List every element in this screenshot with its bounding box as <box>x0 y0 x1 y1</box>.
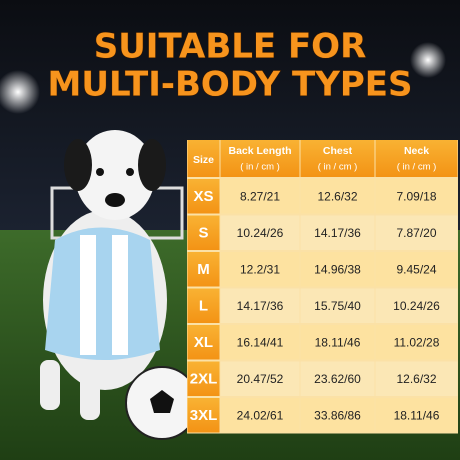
table-cell <box>220 288 300 323</box>
size-table: Size Back Length ( in / cm ) Chest ( in / cm… <box>187 140 458 434</box>
cell-value: 9.45/24 <box>396 262 436 276</box>
floodlight <box>410 42 446 78</box>
size-label: S <box>198 225 208 242</box>
header-label: Chest <box>323 145 353 157</box>
table-cell <box>300 361 375 396</box>
cell-value: 14.17/36 <box>237 299 284 313</box>
cell-value: 18.11/46 <box>394 408 440 422</box>
football <box>125 366 199 440</box>
cell-value: 14.96/38 <box>314 262 361 276</box>
table-cell <box>220 215 300 250</box>
cell-value: 12.6/32 <box>396 372 436 386</box>
table-cell <box>300 252 375 287</box>
table-cell <box>220 325 300 360</box>
table-cell <box>220 252 300 287</box>
header-cell <box>187 140 220 177</box>
cell-value: 14.17/36 <box>314 226 361 240</box>
header-label: Size <box>193 154 214 166</box>
header-unit: ( in / cm ) <box>240 162 280 173</box>
table-cell <box>375 179 458 214</box>
table-cell <box>375 361 458 396</box>
table-cell <box>375 398 458 433</box>
size-label: XS <box>193 188 213 205</box>
header-unit: ( in / cm ) <box>397 162 437 173</box>
size-label: 2XL <box>190 371 218 388</box>
table-cell <box>300 288 375 323</box>
table-cell <box>375 325 458 360</box>
title-line: SUITABLE FOR <box>94 27 367 67</box>
cell-value: 18.11/46 <box>315 335 361 349</box>
header-label: Back Length <box>228 145 291 157</box>
cell-value: 7.09/18 <box>396 189 436 203</box>
table-cell <box>220 179 300 214</box>
table-cell <box>220 361 300 396</box>
size-cell <box>187 288 220 323</box>
header-cell <box>220 140 300 177</box>
table-cell <box>375 288 458 323</box>
cell-value: 8.27/21 <box>240 189 280 203</box>
size-cell <box>187 325 220 360</box>
cell-value: 15.75/40 <box>314 299 361 313</box>
table-cell <box>300 325 375 360</box>
header-unit: ( in / cm ) <box>318 162 358 173</box>
size-label: L <box>199 298 208 315</box>
cell-value: 10.24/26 <box>393 299 440 313</box>
cell-value: 11.02/28 <box>394 335 440 349</box>
size-label: M <box>197 261 210 278</box>
dog <box>40 130 167 420</box>
header-cell <box>375 140 458 177</box>
size-label: XL <box>194 334 213 351</box>
size-cell <box>187 179 220 214</box>
table-cell <box>300 215 375 250</box>
size-label: 3XL <box>190 407 218 424</box>
cell-value: 23.62/60 <box>314 372 361 386</box>
cell-value: 20.47/52 <box>237 372 284 386</box>
size-cell <box>187 215 220 250</box>
table-cell <box>300 398 375 433</box>
cell-value: 10.24/26 <box>237 226 284 240</box>
table-cell <box>375 252 458 287</box>
cell-value: 24.02/61 <box>237 408 284 422</box>
size-cell <box>187 252 220 287</box>
title-line: MULTI-BODY TYPES <box>48 65 413 105</box>
cell-value: 12.6/32 <box>317 189 357 203</box>
table-cell <box>300 179 375 214</box>
cell-value: 7.87/20 <box>396 226 436 240</box>
size-cell <box>187 398 220 433</box>
table-cell <box>220 398 300 433</box>
cell-value: 12.2/31 <box>240 262 280 276</box>
cell-value: 16.14/41 <box>237 335 284 349</box>
header-cell <box>300 140 375 177</box>
header-label: Neck <box>404 145 429 157</box>
floodlight <box>0 70 40 114</box>
size-cell <box>187 361 220 396</box>
table-cell <box>375 215 458 250</box>
cell-value: 33.86/86 <box>314 408 361 422</box>
